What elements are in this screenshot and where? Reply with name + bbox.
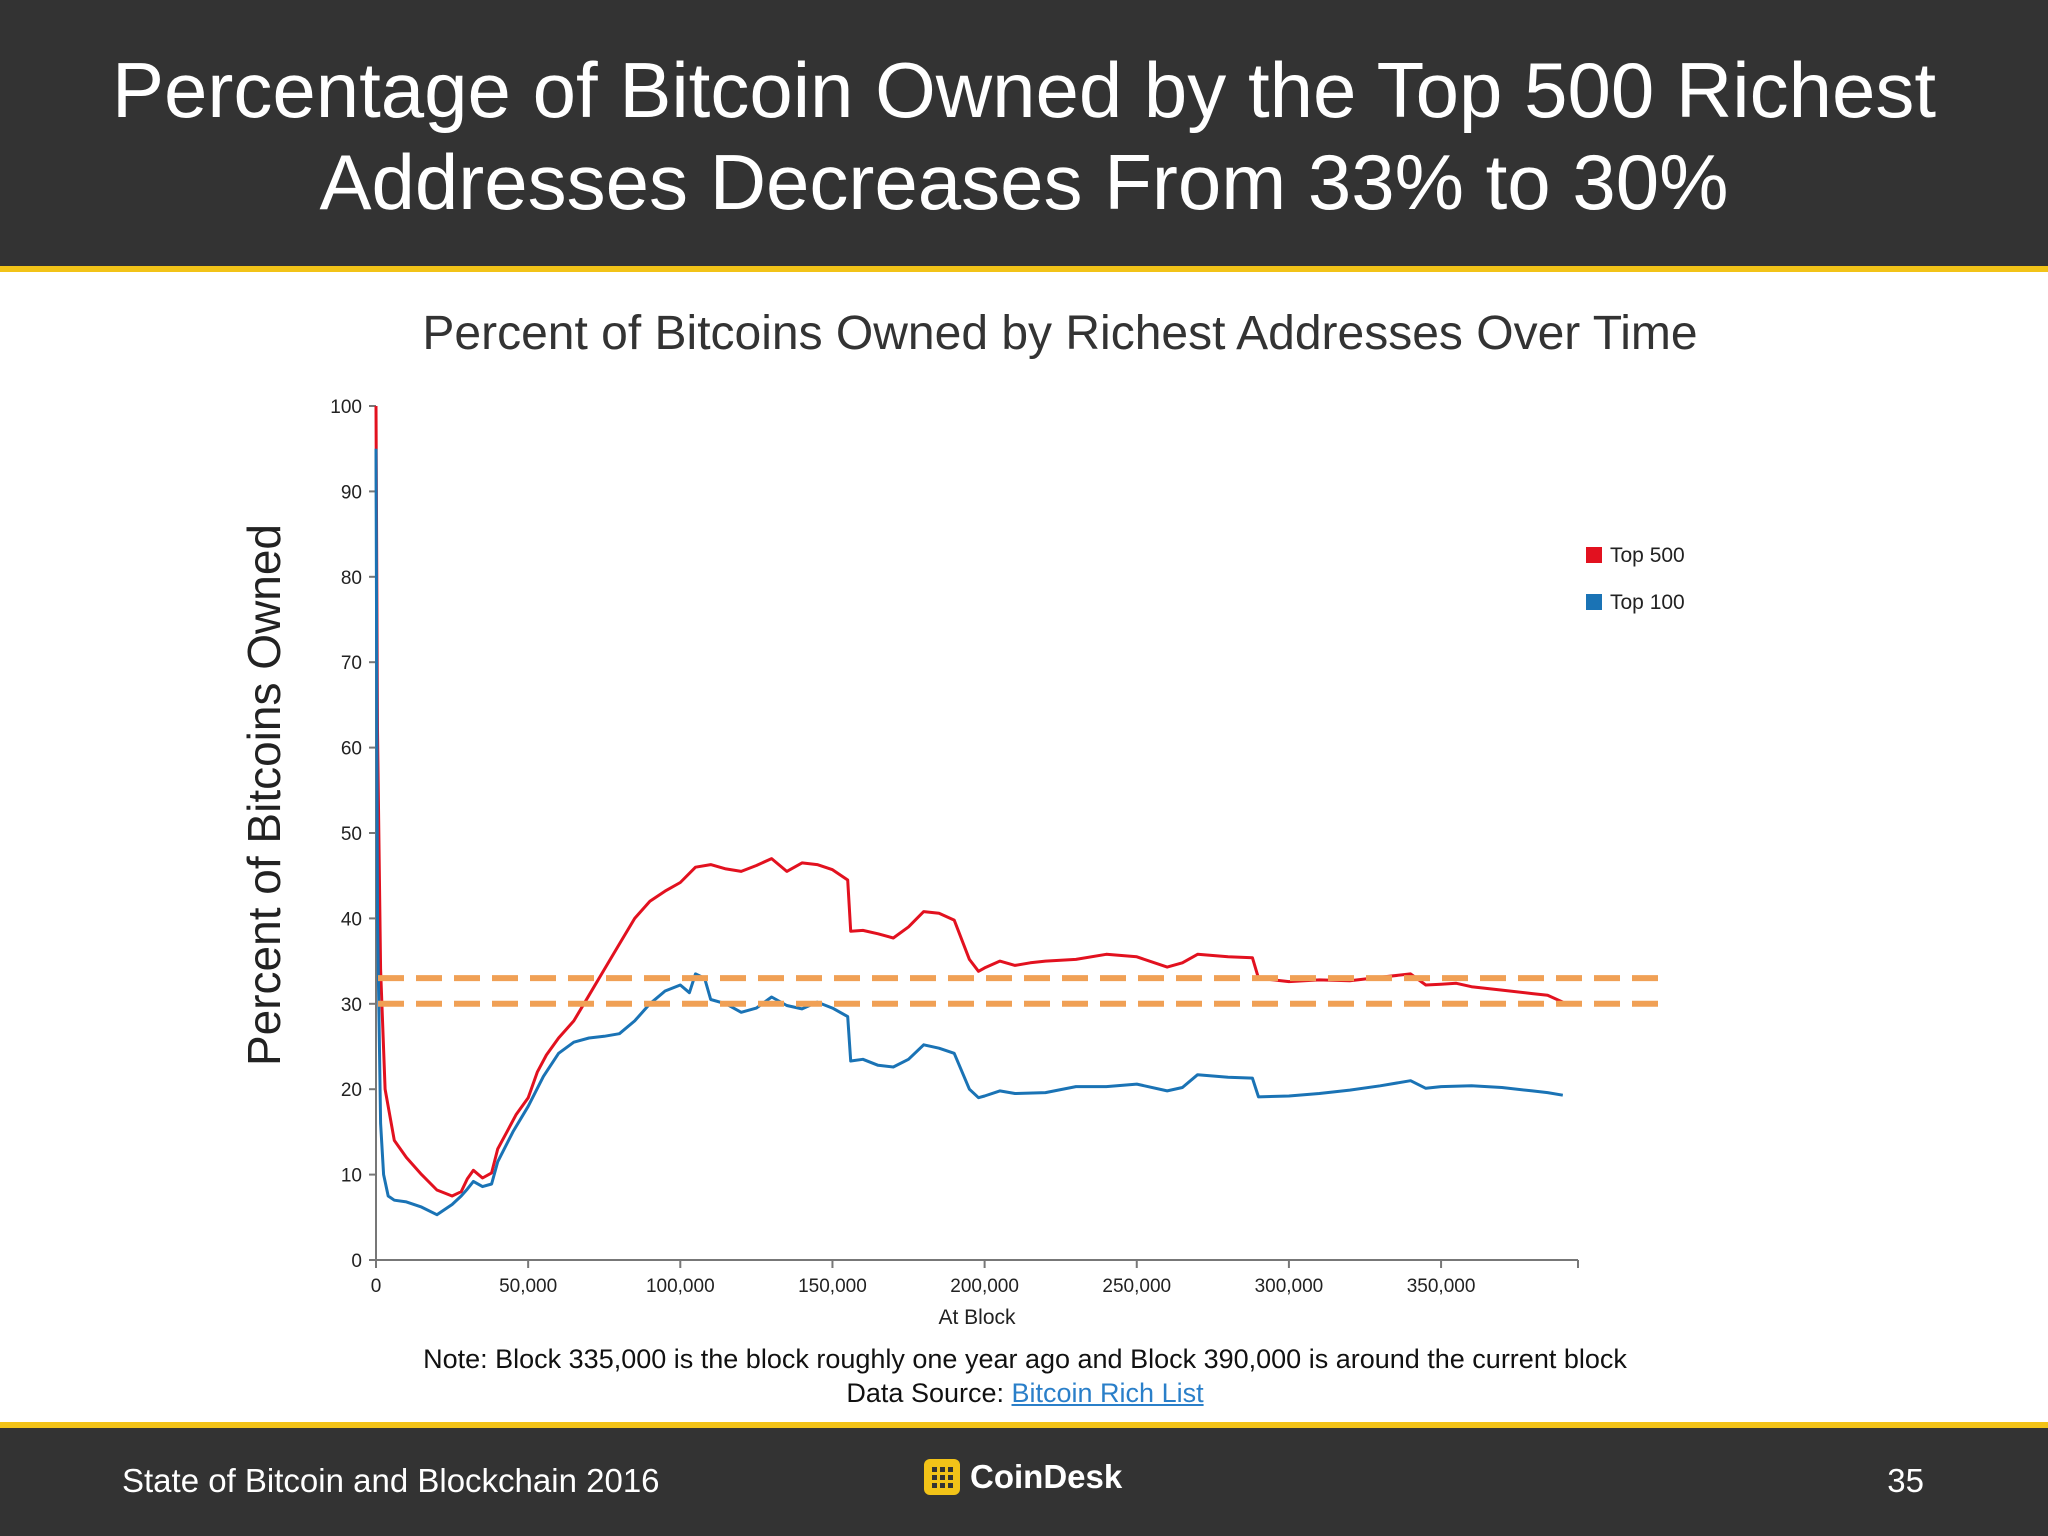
- y-tick-label: 10: [341, 1166, 362, 1187]
- x-tick-label: 250,000: [1102, 1276, 1171, 1297]
- x-tick-label: 300,000: [1255, 1276, 1324, 1297]
- slide-header: Percentage of Bitcoin Owned by the Top 5…: [0, 0, 2048, 266]
- y-tick-label: 50: [341, 824, 362, 845]
- page-number: 35: [1887, 1462, 1924, 1499]
- x-tick-label: 150,000: [798, 1276, 867, 1297]
- y-tick-label: 60: [341, 739, 362, 760]
- y-tick-label: 100: [330, 397, 362, 418]
- x-tick-label: 50,000: [499, 1276, 557, 1297]
- chart-note: Note: Block 335,000 is the block roughly…: [250, 1342, 1800, 1410]
- coindesk-logo: CoinDesk: [924, 1458, 1122, 1496]
- header-divider: [0, 266, 2048, 272]
- chart-title: Percent of Bitcoins Owned by Richest Add…: [422, 307, 1698, 360]
- legend-label-top-100: Top 100: [1610, 591, 1685, 614]
- y-tick-label: 80: [341, 568, 362, 589]
- slide-title: Percentage of Bitcoin Owned by the Top 5…: [40, 44, 2008, 228]
- series-line-top-500: [374, 405, 1564, 1198]
- y-tick-label: 70: [341, 653, 362, 674]
- footer-report-title: State of Bitcoin and Blockchain 2016: [122, 1462, 660, 1499]
- x-tick-label: 0: [371, 1276, 382, 1297]
- coindesk-logo-icon: [924, 1459, 960, 1495]
- y-tick-label: 40: [341, 909, 362, 930]
- coindesk-logo-text: CoinDesk: [970, 1458, 1123, 1495]
- x-tick-label: 100,000: [646, 1276, 715, 1297]
- data-source: Data Source: Bitcoin Rich List: [250, 1376, 1800, 1410]
- note-text: Note: Block 335,000 is the block roughly…: [423, 1344, 1627, 1374]
- y-tick-label: 0: [351, 1251, 362, 1272]
- legend-label-top-500: Top 500: [1610, 544, 1685, 567]
- y-tick-label: 20: [341, 1080, 362, 1101]
- slide-title-line-1: Percentage of Bitcoin Owned by the Top 5…: [111, 46, 1936, 134]
- legend-swatch-top-100: [1586, 594, 1602, 610]
- data-source-link[interactable]: Bitcoin Rich List: [1011, 1378, 1204, 1408]
- line-chart: 0 10 20 30 40 50 60 70 80 90 100 0 50,000 100,000 150,…: [330, 397, 1685, 1329]
- slide-footer: State of Bitcoin and Blockchain 2016 Coi…: [0, 1428, 2048, 1536]
- x-tick-label: 200,000: [950, 1276, 1019, 1297]
- legend-swatch-top-500: [1586, 547, 1602, 563]
- x-axis-label: At Block: [938, 1306, 1016, 1329]
- data-source-label: Data Source:: [846, 1378, 1004, 1408]
- slide-title-line-2: Addresses Decreases From 33% to 30%: [319, 138, 1729, 226]
- footer-divider: [0, 1422, 2048, 1428]
- y-tick-label: 90: [341, 482, 362, 503]
- y-tick-label: 30: [341, 995, 362, 1016]
- x-tick-label: 350,000: [1407, 1276, 1476, 1297]
- series-line-top-100: [374, 448, 1564, 1217]
